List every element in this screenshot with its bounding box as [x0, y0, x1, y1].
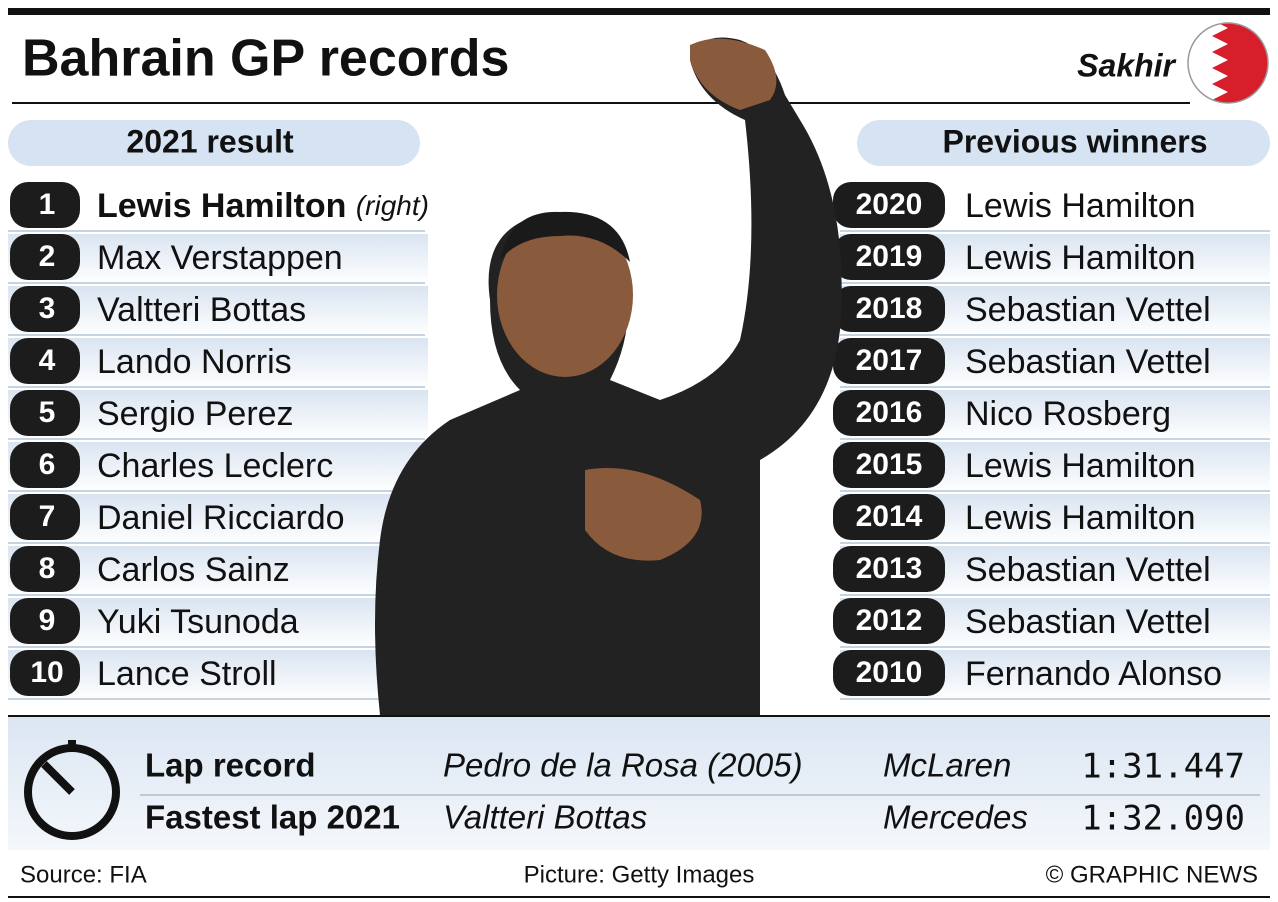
driver: Sergio Perez [97, 395, 294, 433]
year-pill [833, 234, 945, 280]
winner: Lewis Hamilton [965, 447, 1196, 485]
position-pill [10, 494, 80, 540]
credit: © GRAPHIC NEWS [1046, 861, 1258, 888]
driver: Max Verstappen [97, 239, 343, 277]
year: 2013 [856, 552, 923, 585]
result-title: 2021 result [126, 123, 294, 159]
driver: Lando Norris [97, 343, 292, 381]
driver-line: Lance Stroll [97, 655, 277, 693]
position: 5 [39, 396, 56, 429]
location: Sakhir [1077, 47, 1176, 83]
title: Bahrain GP records [22, 30, 509, 88]
stopwatch-icon [24, 740, 120, 840]
position: 9 [39, 604, 56, 637]
position: 10 [30, 656, 63, 689]
top-bar [8, 8, 1270, 15]
driver: Lewis Hamilton [97, 187, 346, 225]
year-pill [833, 494, 945, 540]
year-pill [833, 182, 945, 228]
photo [375, 37, 842, 715]
winner: Sebastian Vettel [965, 343, 1211, 381]
year: 2012 [856, 604, 923, 637]
driver: Yuki Tsunoda [97, 603, 299, 641]
driver: Daniel Ricciardo [97, 499, 345, 537]
lap-label: Fastest lap 2021 [145, 799, 400, 836]
source: Source: FIA [20, 861, 147, 888]
driver: Carlos Sainz [97, 551, 290, 589]
position-pill [10, 286, 80, 332]
winner: Lewis Hamilton [965, 187, 1196, 225]
winner: Sebastian Vettel [965, 551, 1211, 589]
winner: Nico Rosberg [965, 395, 1171, 433]
lap-driver: Pedro de la Rosa (2005) [443, 747, 803, 784]
driver-line: Carlos Sainz [97, 551, 290, 589]
year-pill [833, 338, 945, 384]
lap-time: 1:31.447 [1081, 747, 1245, 787]
position-pill [10, 390, 80, 436]
year-pill [833, 390, 945, 436]
lap-rows: Lap record Pedro de la Rosa (2005) McLaren… [145, 747, 1245, 839]
position-pill [10, 442, 80, 488]
lap-time: 1:32.090 [1081, 799, 1245, 839]
year: 2018 [856, 292, 923, 325]
driver: Valtteri Bottas [97, 291, 306, 329]
result-pill [8, 120, 420, 166]
lap-band [8, 716, 1270, 850]
winner: Fernando Alonso [965, 655, 1222, 693]
winners-title: Previous winners [943, 123, 1208, 159]
year: 2017 [856, 344, 923, 377]
driver-line: Valtteri Bottas [97, 291, 306, 329]
flag [1188, 23, 1268, 103]
year-pill [833, 286, 945, 332]
lap-team: Mercedes [883, 799, 1028, 836]
year-pill [833, 442, 945, 488]
driver-line: Lando Norris [97, 343, 292, 381]
driver-line: Daniel Ricciardo [97, 499, 345, 537]
winner: Sebastian Vettel [965, 291, 1211, 329]
position-pill [10, 234, 80, 280]
position-pill [10, 182, 80, 228]
position-pill [10, 338, 80, 384]
year-pill [833, 598, 945, 644]
position-pill [10, 650, 80, 696]
position-pill [10, 598, 80, 644]
flag-border [1187, 22, 1269, 104]
driver-note: (right) [356, 190, 429, 221]
driver-line: Charles Leclerc [97, 447, 333, 485]
year: 2020 [856, 188, 923, 221]
lap-team: McLaren [883, 747, 1011, 784]
year: 2014 [856, 500, 923, 533]
position: 8 [39, 552, 56, 585]
picture-credit: Picture: Getty Images [524, 861, 755, 888]
position: 1 [39, 188, 56, 221]
driver-line: Lewis Hamilton (right) [97, 187, 429, 225]
rows: 1 Lewis Hamilton (right) 2 Max Verstappen 3 V… [8, 182, 1270, 700]
lap-label: Lap record [145, 747, 316, 784]
winner: Lewis Hamilton [965, 239, 1196, 277]
position: 4 [39, 344, 56, 377]
position: 3 [39, 292, 56, 325]
lap-driver: Valtteri Bottas [443, 799, 647, 836]
year: 2015 [856, 448, 923, 481]
year: 2016 [856, 396, 923, 429]
driver-line: Max Verstappen [97, 239, 343, 277]
year: 2010 [856, 656, 923, 689]
position: 7 [39, 500, 56, 533]
year-pill [833, 546, 945, 592]
winners-pill [857, 120, 1270, 166]
position-pill [10, 546, 80, 592]
year-pill [833, 650, 945, 696]
year: 2019 [856, 240, 923, 273]
position: 6 [39, 448, 56, 481]
position: 2 [39, 240, 56, 273]
driver-line: Yuki Tsunoda [97, 603, 299, 641]
driver-line: Sergio Perez [97, 395, 294, 433]
winner: Lewis Hamilton [965, 499, 1196, 537]
driver: Charles Leclerc [97, 447, 333, 485]
driver: Lance Stroll [97, 655, 277, 693]
winner: Sebastian Vettel [965, 603, 1211, 641]
